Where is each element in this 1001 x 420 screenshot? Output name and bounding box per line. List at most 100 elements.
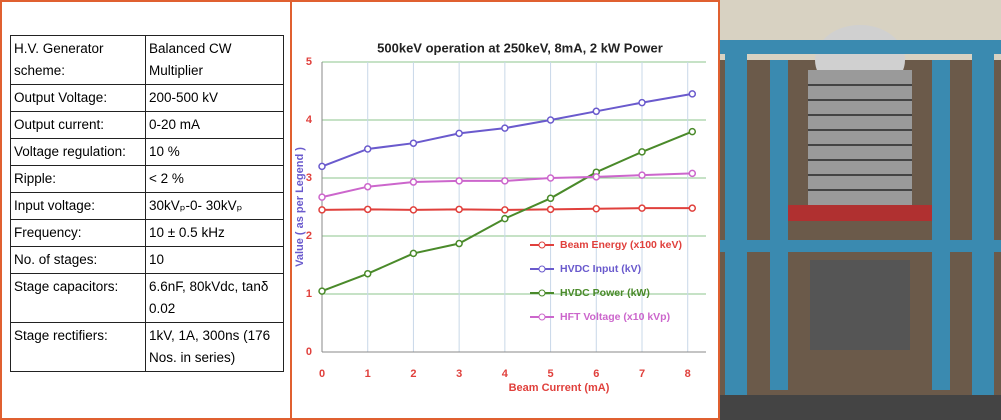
spec-value: 200-500 kV — [145, 84, 284, 112]
data-point — [501, 206, 509, 214]
x-axis-label: Beam Current (mA) — [509, 382, 610, 394]
data-point — [409, 139, 418, 147]
x-tick-label: 2 — [410, 368, 416, 380]
data-point — [409, 178, 418, 186]
spec-value: 10 ± 0.5 kHz — [145, 219, 284, 247]
spec-value: 1kV, 1A, 300ns (176 Nos. in series) — [145, 322, 284, 372]
spec-label: Frequency: — [10, 219, 146, 247]
spec-value: 0-20 mA — [145, 111, 284, 139]
data-point — [318, 206, 326, 214]
table-row: H.V. Generator scheme: Balanced CW Multip… — [10, 35, 284, 85]
x-tick-label: 4 — [502, 368, 509, 380]
photo-rings — [808, 84, 912, 191]
data-point — [318, 162, 326, 171]
data-point — [546, 116, 555, 124]
legend-label: HVDC Power (kW) — [560, 287, 650, 299]
y-axis-label: Value ( as per Legend ) — [294, 147, 306, 267]
table-row: Input voltage: 30kVₚ-0- 30kVₚ — [10, 192, 284, 220]
data-point — [688, 127, 697, 136]
spec-label: Voltage regulation: — [10, 138, 146, 166]
spec-label: Stage rectifiers: — [10, 322, 146, 372]
y-tick-label: 2 — [306, 230, 312, 242]
table-row: Frequency: 10 ± 0.5 kHz — [10, 219, 284, 247]
spec-label: Ripple: — [10, 165, 146, 193]
photo-plate — [780, 205, 940, 221]
table-row: Voltage regulation: 10 % — [10, 138, 284, 166]
photo-frame — [932, 60, 950, 390]
data-point — [455, 205, 463, 214]
chart-title: 500keV operation at 250keV, 8mA, 2 kW Po… — [377, 40, 663, 55]
photo-frame — [972, 40, 994, 420]
legend-marker — [538, 313, 546, 321]
x-tick-label: 1 — [365, 368, 371, 380]
chart-panel: 500keV operation at 250keV, 8mA, 2 kW Po… — [290, 0, 720, 420]
photo-frame — [770, 60, 788, 390]
data-point — [501, 124, 509, 132]
legend-marker — [538, 265, 546, 273]
photo-frame — [725, 40, 747, 420]
data-point — [638, 148, 646, 156]
x-tick-label: 8 — [685, 368, 691, 380]
data-point — [638, 98, 646, 107]
table-row: Ripple: < 2 % — [10, 165, 284, 193]
x-tick-label: 5 — [548, 368, 554, 380]
y-tick-label: 4 — [306, 114, 313, 126]
legend-marker — [538, 289, 546, 297]
spec-label: Stage capacitors: — [10, 273, 146, 323]
spec-table: H.V. Generator scheme: Balanced CW Multip… — [10, 35, 284, 372]
data-point — [363, 182, 372, 191]
data-point — [363, 145, 372, 153]
data-point — [318, 287, 326, 295]
spec-value: < 2 % — [145, 165, 284, 193]
spec-label: No. of stages: — [10, 246, 146, 274]
data-point — [638, 171, 646, 179]
table-row: Output Voltage: 200-500 kV — [10, 84, 284, 112]
spec-panel: H.V. Generator scheme: Balanced CW Multip… — [0, 0, 292, 420]
data-point — [592, 173, 601, 181]
data-point — [638, 204, 646, 212]
table-row: Output current: 0-20 mA — [10, 111, 284, 139]
series-line — [321, 172, 693, 199]
data-point — [592, 107, 601, 116]
data-point — [455, 239, 463, 248]
spec-value: 10 — [145, 246, 284, 274]
data-point — [409, 249, 418, 258]
table-row: Stage rectifiers: 1kV, 1A, 300ns (176 Nos… — [10, 322, 284, 372]
photo-frame — [720, 240, 1001, 252]
chart: 500keV operation at 250keV, 8mA, 2 kW Po… — [294, 40, 706, 394]
table-row: No. of stages: 10 — [10, 246, 284, 274]
table-row: Stage capacitors: 6.6nF, 80kVdc, tanδ 0.0… — [10, 273, 284, 323]
photo-floor — [720, 395, 1001, 420]
data-point — [688, 90, 697, 98]
spec-value: 10 % — [145, 138, 284, 166]
data-point — [409, 206, 418, 214]
data-point — [688, 204, 697, 212]
y-tick-label: 3 — [306, 172, 312, 184]
y-tick-label: 5 — [306, 56, 312, 68]
photo-stack — [808, 70, 912, 210]
photo — [720, 0, 1001, 420]
photo-frame — [720, 40, 1001, 54]
legend-label: HVDC Input (kV) — [560, 263, 641, 275]
data-point — [688, 169, 697, 178]
spec-label: Output Voltage: — [10, 84, 146, 112]
spec-value: 30kVₚ-0- 30kVₚ — [145, 192, 284, 220]
x-tick-label: 7 — [639, 368, 645, 380]
data-point — [501, 177, 509, 185]
y-tick-label: 1 — [306, 288, 312, 300]
photo-transformer — [810, 260, 910, 350]
data-point — [546, 205, 555, 214]
spec-value: 6.6nF, 80kVdc, tanδ 0.02 — [145, 273, 284, 323]
data-point — [501, 214, 509, 223]
x-tick-label: 6 — [593, 368, 599, 380]
data-point — [318, 193, 326, 201]
legend-label: Beam Energy (x100 keV) — [560, 239, 682, 251]
legend-marker — [538, 241, 546, 249]
spec-label: Input voltage: — [10, 192, 146, 220]
data-point — [592, 204, 601, 213]
data-point — [455, 177, 463, 185]
spec-label: Output current: — [10, 111, 146, 139]
data-point — [546, 174, 555, 182]
y-tick-label: 0 — [306, 346, 312, 358]
